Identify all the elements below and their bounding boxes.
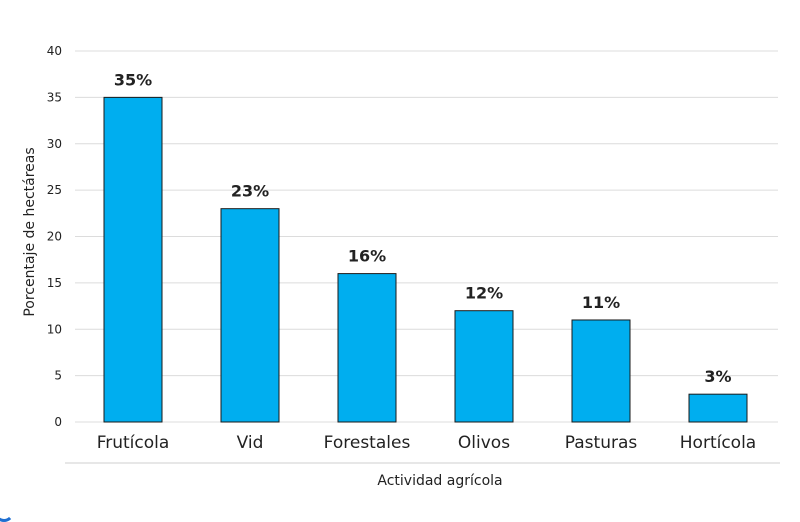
bars [103,96,748,423]
y-axis-ticks: 0 5 10 15 20 25 30 35 40 [47,44,62,429]
bar [454,310,514,423]
x-axis-categories: Frutícola Vid Forestales Olivos Pasturas Hort… [97,433,757,453]
x-category-label: Hortícola [680,433,756,453]
bar [103,96,163,423]
bar [688,393,748,423]
bar-data-label: 3% [704,367,731,386]
x-category-label: Forestales [324,433,411,453]
y-tick-label: 30 [47,137,62,151]
y-tick-label: 40 [47,44,62,58]
y-axis-title: Porcentaje de hectáreas [22,147,38,316]
y-tick-label: 25 [47,183,62,197]
corner-logo-fragment [0,502,14,522]
bar-data-label: 11% [582,293,620,312]
x-axis-title: Actividad agrícola [377,473,502,489]
bar-data-label: 12% [465,284,503,303]
x-category-label: Frutícola [97,433,170,453]
y-tick-label: 15 [47,276,62,290]
bar [571,319,631,423]
bar-data-label: 35% [114,70,152,89]
y-tick-label: 10 [47,322,62,336]
y-tick-label: 5 [54,369,62,383]
y-tick-label: 0 [54,415,62,429]
y-tick-label: 35 [47,90,62,104]
x-category-label: Vid [237,433,264,453]
data-labels: 35% 23% 16% 12% 11% 3% [114,70,732,386]
bar-data-label: 16% [348,247,386,266]
y-tick-label: 20 [47,230,62,244]
bar-data-label: 23% [231,182,269,201]
x-category-label: Pasturas [565,433,638,453]
gridlines [75,50,778,423]
bar [220,208,280,423]
x-category-label: Olivos [458,433,510,453]
bar [337,273,397,423]
